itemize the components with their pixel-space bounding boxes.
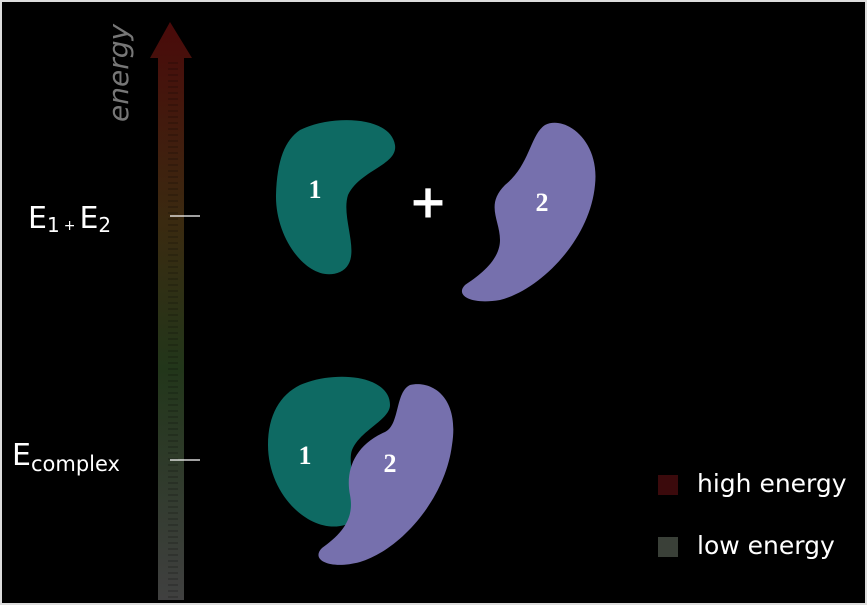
legend: high energy low energy [658, 469, 847, 560]
legend-swatch [658, 537, 678, 557]
level-label: E1 + E2 [28, 201, 111, 237]
complex-protein-2 [318, 384, 454, 565]
protein-label: 1 [299, 441, 312, 470]
legend-swatch [658, 475, 678, 495]
level-label: Ecomplex [12, 438, 120, 476]
plus-sign: + [409, 175, 448, 229]
protein-label: 1 [309, 175, 322, 204]
protein-label: 2 [384, 449, 397, 478]
axis-label: energy [102, 24, 135, 122]
protein-label: 2 [536, 188, 549, 217]
energy-arrow [150, 22, 192, 600]
protein-2 [461, 122, 596, 302]
protein-1 [275, 120, 396, 275]
legend-label: low energy [697, 531, 835, 560]
legend-label: high energy [697, 469, 847, 498]
complex-protein-1 [268, 376, 390, 527]
